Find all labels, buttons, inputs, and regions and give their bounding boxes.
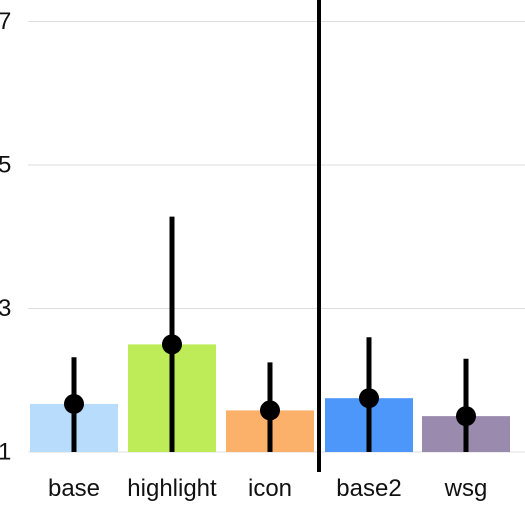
mean-markers bbox=[64, 334, 476, 427]
y-axis-ticks: 1 3 5 7 bbox=[0, 8, 11, 465]
mean-point-wsg bbox=[456, 406, 476, 427]
y-tick-label-7: 7 bbox=[0, 8, 11, 35]
x-tick-label-base: base bbox=[48, 475, 100, 502]
grid-lines bbox=[28, 21, 525, 453]
y-tick-label-1: 1 bbox=[0, 439, 11, 466]
x-axis-labels: base highlight icon base2 wsg bbox=[48, 475, 487, 502]
x-tick-label-wsg: wsg bbox=[444, 475, 488, 502]
y-tick-label-5: 5 bbox=[0, 152, 11, 179]
error-bars bbox=[71, 216, 469, 452]
mean-point-icon bbox=[260, 400, 280, 421]
mean-point-base bbox=[64, 393, 84, 414]
mean-point-highlight bbox=[162, 334, 182, 355]
x-tick-label-highlight: highlight bbox=[127, 475, 217, 502]
mean-point-base2 bbox=[359, 388, 379, 409]
y-tick-label-3: 3 bbox=[0, 295, 11, 322]
x-tick-label-icon: icon bbox=[248, 475, 292, 502]
x-tick-label-base2: base2 bbox=[336, 475, 401, 502]
